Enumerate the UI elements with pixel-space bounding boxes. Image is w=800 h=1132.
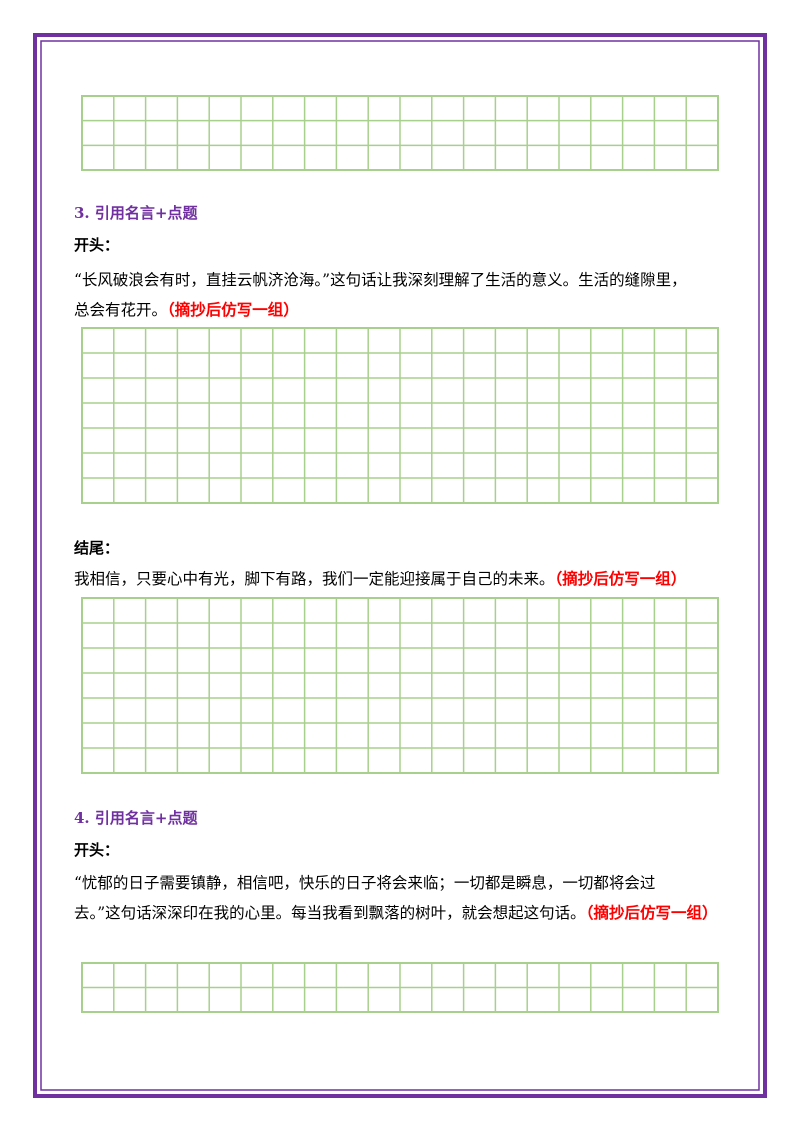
text-line: 我相信，只要心中有光，脚下有路，我们一定能迎接属于自己的未来。 bbox=[74, 570, 555, 588]
part-label: 开头： bbox=[74, 236, 120, 254]
text-line: 去。”这句话深深印在我的心里。每当我看到飘落的树叶，就会想起这句话。（摘抄后仿写… bbox=[74, 898, 724, 928]
note: （摘抄后仿写一组） bbox=[554, 569, 687, 588]
note: （摘抄后仿写一组） bbox=[585, 903, 718, 922]
text-line: 我相信，只要心中有光，脚下有路，我们一定能迎接属于自己的未来。（摘抄后仿写一组） bbox=[74, 564, 724, 594]
text-line: 总会有花开。 bbox=[74, 301, 168, 319]
note: （摘抄后仿写一组） bbox=[167, 300, 299, 319]
section-heading: 3. 引用名言+点题 bbox=[74, 204, 198, 222]
text-line: 总会有花开。（摘抄后仿写一组） bbox=[74, 295, 724, 325]
text-line: “长风破浪会有时，直挂云帆济沧海。”这句话让我深刻理解了生活的意义。生活的缝隙里… bbox=[74, 271, 687, 289]
section-heading: 4. 引用名言+点题 bbox=[74, 809, 198, 827]
text-line: 去。”这句话深深印在我的心里。每当我看到飘落的树叶，就会想起这句话。 bbox=[74, 904, 586, 922]
part-label: 开头： bbox=[74, 841, 120, 859]
outer-border bbox=[33, 33, 767, 1098]
inner-border bbox=[40, 40, 760, 1091]
part-label: 结尾： bbox=[74, 539, 120, 557]
text-line: “忧郁的日子需要镇静，相信吧，快乐的日子将会来临；一切都是瞬息，一切都将会过 bbox=[74, 874, 656, 892]
